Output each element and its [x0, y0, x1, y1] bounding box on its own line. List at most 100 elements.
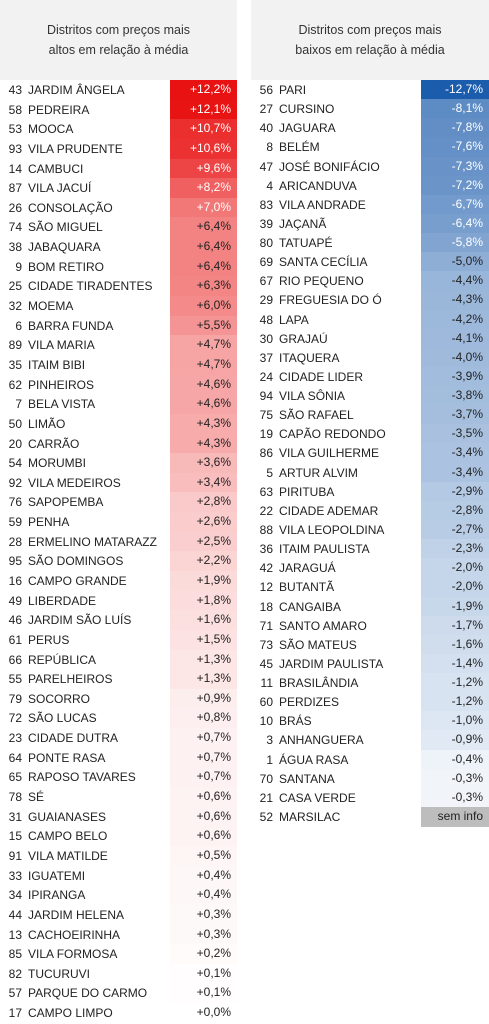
district-name: SÃO MIGUEL — [28, 220, 103, 235]
district-name: BRÁS — [279, 714, 312, 729]
district-row: 42 JARAGUÁ -2,0% — [251, 558, 489, 578]
district-name: MARSILAC — [279, 809, 341, 824]
district-code: 27 — [259, 102, 273, 117]
district-name: CARRÃO — [28, 436, 80, 451]
district-value: -1,4% — [421, 653, 489, 674]
district-value: +0,1% — [170, 983, 237, 1004]
district-row: 61 PERUS +1,5% — [0, 629, 237, 651]
district-row: 15 CAMPO BELO +0,6% — [0, 826, 237, 847]
district-name: CASA VERDE — [279, 790, 356, 805]
district-code: 49 — [8, 593, 22, 608]
district-value: +12,2% — [170, 80, 237, 101]
district-value: -0,4% — [421, 749, 489, 770]
district-row: 78 SÉ +0,6% — [0, 787, 237, 808]
district-name: SANTO AMARO — [279, 618, 367, 633]
district-value: +10,7% — [170, 119, 237, 140]
district-name: SÃO MATEUS — [279, 637, 357, 652]
district-name: VILA MARIA — [28, 338, 95, 353]
district-value: +0,3% — [170, 904, 237, 926]
district-code: 60 — [259, 695, 273, 710]
district-code: 54 — [8, 456, 22, 471]
district-value: -2,0% — [421, 577, 489, 598]
district-row: 8 BELÉM -7,6% — [251, 137, 489, 158]
district-value: +10,6% — [170, 138, 237, 160]
district-code: 18 — [259, 599, 273, 614]
district-value: +12,1% — [170, 99, 237, 120]
district-row: 30 GRAJAÚ -4,1% — [251, 328, 489, 349]
district-name: VILA GUILHERME — [279, 446, 380, 461]
district-value: +0,6% — [170, 787, 237, 808]
district-code: 62 — [8, 377, 22, 392]
district-code: 34 — [8, 888, 22, 903]
district-name: FREGUESIA DO Ó — [279, 293, 382, 308]
district-code: 11 — [260, 676, 273, 691]
district-name: VILA JACUÍ — [28, 181, 92, 196]
district-code: 74 — [8, 220, 22, 235]
district-row: 4 ARICANDUVA -7,2% — [251, 175, 489, 196]
district-row: 21 CASA VERDE -0,3% — [251, 787, 489, 808]
district-name: PARQUE DO CARMO — [28, 986, 148, 1001]
district-row: 27 CURSINO -8,1% — [251, 99, 489, 119]
district-name: VILA MATILDE — [28, 848, 108, 863]
district-name: PONTE RASA — [28, 750, 106, 765]
district-name: SÃO RAFAEL — [279, 408, 354, 423]
district-row: 85 VILA FORMOSA +0,2% — [0, 944, 237, 965]
district-row: 37 ITAQUERA -4,0% — [251, 347, 489, 368]
district-name: BOM RETIRO — [28, 259, 105, 274]
district-row: 55 PARELHEIROS +1,3% — [0, 669, 237, 690]
district-value: +1,5% — [170, 629, 237, 651]
district-code: 37 — [259, 350, 273, 365]
district-row: 33 IGUATEMI +0,4% — [0, 865, 237, 886]
district-row: 95 SÃO DOMINGOS +2,2% — [0, 551, 237, 572]
district-code: 53 — [8, 122, 22, 137]
district-code: 35 — [8, 357, 22, 372]
district-value: -3,5% — [421, 424, 489, 445]
district-name: JAGUARA — [279, 121, 336, 136]
district-row: 23 CIDADE DUTRA +0,7% — [0, 728, 237, 749]
district-code: 85 — [8, 947, 22, 962]
district-code: 67 — [259, 274, 273, 289]
district-value: -4,4% — [421, 271, 489, 292]
district-code: 20 — [8, 436, 22, 451]
district-name: CIDADE TIRADENTES — [28, 279, 153, 294]
district-code: 56 — [259, 83, 273, 97]
district-value: -4,2% — [421, 309, 489, 330]
district-value: -6,7% — [421, 194, 489, 215]
district-code: 95 — [8, 554, 22, 569]
district-name: CAMPO BELO — [28, 829, 108, 844]
district-code: 1 — [266, 752, 273, 767]
district-name: ÁGUA RASA — [279, 752, 349, 767]
district-name: MORUMBI — [28, 456, 86, 471]
district-value: -1,2% — [421, 673, 489, 693]
district-code: 30 — [259, 331, 273, 346]
district-row: 52 MARSILAC sem info — [251, 806, 489, 827]
district-value: +2,8% — [170, 492, 237, 513]
district-row: 49 LIBERDADE +1,8% — [0, 590, 237, 611]
district-row: 64 PONTE RASA +0,7% — [0, 747, 237, 768]
district-code: 15 — [8, 829, 22, 844]
district-code: 93 — [8, 141, 22, 156]
district-value: +0,2% — [170, 944, 237, 965]
district-name: LIBERDADE — [28, 593, 97, 608]
district-value: +2,2% — [170, 551, 237, 572]
district-row: 48 LAPA -4,2% — [251, 309, 489, 330]
district-name: PARI — [279, 83, 307, 97]
district-code: 76 — [8, 495, 22, 510]
district-value: +0,4% — [170, 865, 237, 886]
district-row: 69 SANTA CECÍLIA -5,0% — [251, 252, 489, 272]
district-name: ITAQUERA — [279, 350, 340, 365]
district-row: 94 VILA SÔNIA -3,8% — [251, 386, 489, 406]
district-name: ANHANGUERA — [279, 733, 364, 748]
district-code: 69 — [259, 255, 273, 270]
district-code: 52 — [259, 809, 273, 824]
district-name: PERUS — [28, 632, 70, 647]
district-name: ITAIM PAULISTA — [279, 542, 370, 557]
district-value: +2,5% — [170, 531, 237, 552]
district-name: RAPOSO TAVARES — [28, 770, 136, 785]
district-name: JARAGUÁ — [279, 561, 336, 576]
district-value: -5,8% — [421, 233, 489, 253]
district-row: 88 VILA LEOPOLDINA -2,7% — [251, 519, 489, 540]
district-row: 20 CARRÃO +4,3% — [0, 433, 237, 454]
district-code: 92 — [8, 475, 22, 490]
district-row: 47 JOSÉ BONIFÁCIO -7,3% — [251, 156, 489, 177]
